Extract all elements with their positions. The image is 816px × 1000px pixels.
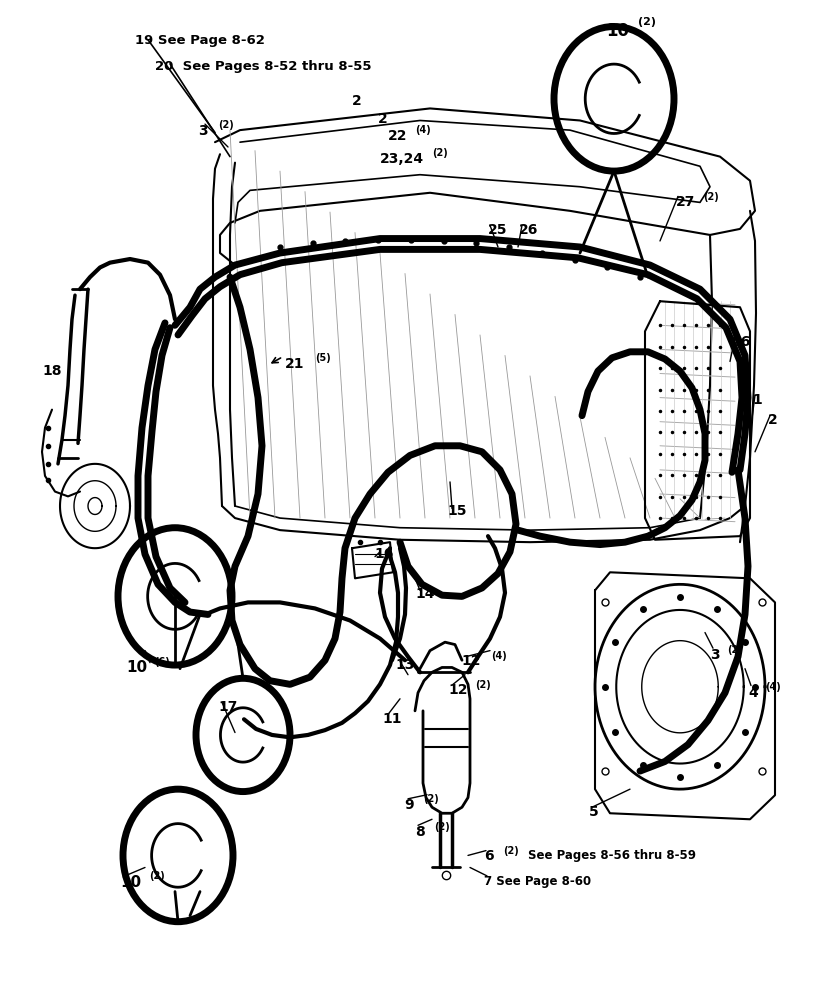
Text: 22: 22 <box>388 129 407 143</box>
Text: (2): (2) <box>703 192 719 202</box>
Text: (2): (2) <box>475 680 490 690</box>
Text: 10: 10 <box>606 22 629 40</box>
Text: (2): (2) <box>432 148 448 158</box>
Text: (4): (4) <box>491 651 507 661</box>
Text: (2): (2) <box>218 120 233 130</box>
Text: 3: 3 <box>198 124 207 138</box>
Text: 26: 26 <box>732 335 752 349</box>
Text: (2): (2) <box>423 794 439 804</box>
Text: 8: 8 <box>415 825 425 839</box>
Text: 12: 12 <box>448 683 468 697</box>
Text: 16: 16 <box>374 547 393 561</box>
Text: 25: 25 <box>488 223 508 237</box>
Text: (2): (2) <box>503 846 519 856</box>
Text: 15: 15 <box>447 504 467 518</box>
Text: (2): (2) <box>638 17 656 27</box>
Text: 7 See Page 8-60: 7 See Page 8-60 <box>484 875 591 888</box>
Text: (4): (4) <box>765 682 781 692</box>
Text: (6): (6) <box>154 657 170 667</box>
Text: (2): (2) <box>434 822 450 832</box>
Text: 19 See Page 8-62: 19 See Page 8-62 <box>135 34 265 47</box>
Text: 5: 5 <box>589 805 599 819</box>
Text: 6: 6 <box>484 849 494 863</box>
Text: 21: 21 <box>285 357 304 371</box>
Text: 10: 10 <box>120 875 141 890</box>
Text: 11: 11 <box>382 712 401 726</box>
Text: 27: 27 <box>676 195 695 209</box>
Text: 12: 12 <box>461 654 481 668</box>
Text: 1: 1 <box>752 393 762 407</box>
Text: 4: 4 <box>748 686 758 700</box>
Text: 14: 14 <box>415 587 434 601</box>
Text: 9: 9 <box>404 798 414 812</box>
Text: 2: 2 <box>378 112 388 126</box>
Text: 23,24: 23,24 <box>380 152 424 166</box>
Text: (4): (4) <box>415 125 431 135</box>
Text: 10: 10 <box>126 660 147 675</box>
Text: (2): (2) <box>727 645 743 655</box>
Text: See Pages 8-56 thru 8-59: See Pages 8-56 thru 8-59 <box>528 849 696 862</box>
Text: 13: 13 <box>395 658 415 672</box>
Text: 17: 17 <box>218 700 237 714</box>
Text: 2: 2 <box>352 94 361 108</box>
Text: (2): (2) <box>149 871 165 881</box>
Text: 20  See Pages 8-52 thru 8-55: 20 See Pages 8-52 thru 8-55 <box>155 60 371 73</box>
Text: 26: 26 <box>519 223 539 237</box>
Text: 3: 3 <box>710 648 720 662</box>
Text: 18: 18 <box>42 364 61 378</box>
Text: (5): (5) <box>315 353 330 363</box>
Text: 2: 2 <box>768 413 778 427</box>
